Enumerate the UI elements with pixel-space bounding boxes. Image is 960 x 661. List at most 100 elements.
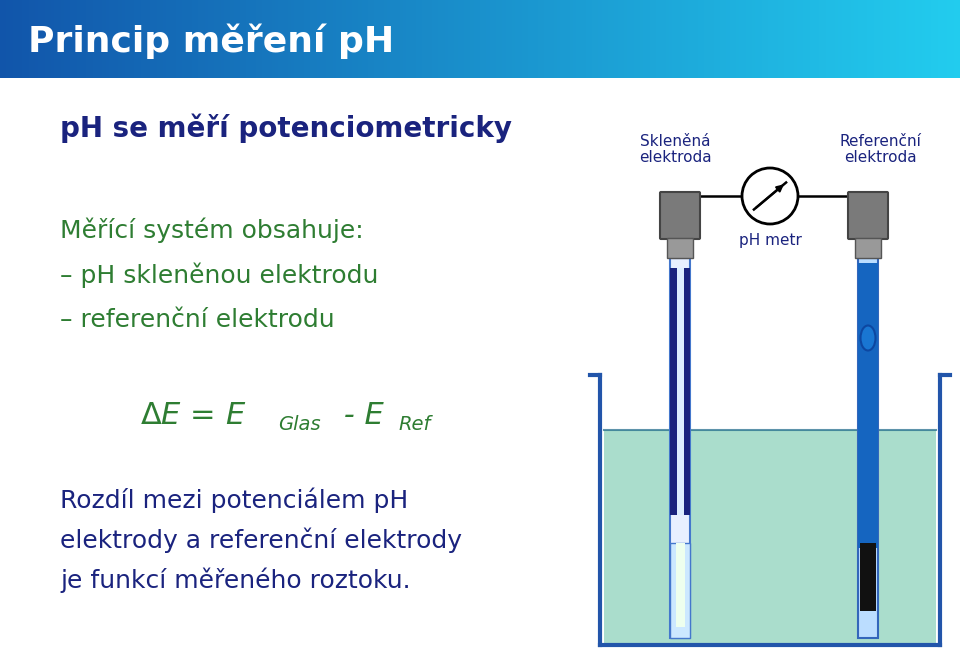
Bar	[204, 0, 209, 78]
Bar	[211, 0, 216, 78]
Bar	[55, 0, 60, 78]
Bar	[761, 0, 766, 78]
Bar	[10, 0, 14, 78]
Bar	[70, 0, 75, 78]
Bar	[919, 0, 924, 78]
Bar	[470, 0, 475, 78]
Bar	[586, 0, 590, 78]
Bar	[473, 0, 478, 78]
Bar	[156, 0, 161, 78]
Bar	[656, 0, 660, 78]
FancyBboxPatch shape	[848, 192, 888, 239]
Bar	[400, 0, 405, 78]
Bar	[595, 0, 600, 78]
Bar	[247, 0, 252, 78]
Bar	[547, 0, 552, 78]
Bar	[128, 0, 132, 78]
Bar	[45, 0, 50, 78]
Bar	[823, 0, 828, 78]
Text: - E: - E	[334, 401, 384, 430]
Bar	[230, 0, 235, 78]
Bar	[876, 0, 881, 78]
Bar	[278, 0, 283, 78]
Bar	[883, 0, 888, 78]
Bar	[93, 0, 98, 78]
Bar	[670, 543, 690, 638]
Bar	[19, 0, 24, 78]
Bar	[787, 0, 792, 78]
Bar	[931, 0, 936, 78]
Bar	[717, 0, 722, 78]
Bar	[307, 0, 312, 78]
Bar	[377, 0, 382, 78]
Bar	[163, 0, 168, 78]
Bar	[336, 0, 341, 78]
Bar	[160, 0, 165, 78]
Bar	[406, 0, 411, 78]
Bar	[202, 0, 206, 78]
Bar	[858, 258, 878, 638]
Bar	[125, 0, 130, 78]
Bar	[269, 0, 274, 78]
Text: Glas: Glas	[278, 414, 321, 434]
Bar	[698, 0, 703, 78]
Bar	[250, 0, 254, 78]
Bar	[199, 0, 204, 78]
Bar	[422, 0, 427, 78]
Bar	[512, 0, 516, 78]
Bar	[784, 0, 789, 78]
Bar	[22, 0, 27, 78]
Bar	[900, 0, 904, 78]
Text: elektroda: elektroda	[844, 149, 916, 165]
Bar	[118, 0, 123, 78]
Bar	[134, 0, 139, 78]
Bar	[0, 0, 5, 78]
Bar	[838, 0, 843, 78]
Bar	[650, 0, 655, 78]
Bar	[176, 0, 180, 78]
Bar	[957, 0, 960, 78]
Bar	[403, 0, 408, 78]
Text: elektrody a referenční elektrody: elektrody a referenční elektrody	[60, 527, 462, 553]
Bar	[688, 0, 693, 78]
Bar	[77, 0, 82, 78]
Text: Rozdíl mezi potenciálem pH: Rozdíl mezi potenciálem pH	[60, 487, 408, 513]
Bar	[646, 0, 651, 78]
Bar	[890, 0, 895, 78]
Bar	[262, 0, 267, 78]
Bar	[154, 0, 158, 78]
Bar	[564, 0, 568, 78]
Bar	[144, 0, 149, 78]
Text: je funkcí měřeného roztoku.: je funkcí měřeného roztoku.	[60, 567, 411, 593]
Bar	[29, 0, 34, 78]
Bar	[665, 0, 670, 78]
Bar	[252, 0, 257, 78]
Text: pH metr: pH metr	[738, 233, 802, 247]
Bar	[826, 0, 830, 78]
Bar	[756, 0, 760, 78]
Bar	[531, 0, 536, 78]
Bar	[634, 0, 638, 78]
Bar	[670, 258, 690, 638]
Bar	[874, 0, 878, 78]
Bar	[612, 0, 616, 78]
Bar	[560, 0, 564, 78]
Bar	[579, 0, 584, 78]
Bar	[720, 0, 725, 78]
Bar	[880, 0, 885, 78]
Bar	[499, 0, 504, 78]
Bar	[358, 0, 363, 78]
Bar	[621, 0, 626, 78]
Bar	[281, 0, 286, 78]
Bar	[854, 0, 859, 78]
Bar	[115, 0, 120, 78]
Bar	[804, 0, 808, 78]
Bar	[521, 0, 526, 78]
Text: – pH skleněnou elektrodu: – pH skleněnou elektrodu	[60, 262, 378, 288]
Text: pH se měří potenciometricky: pH se měří potenciometricky	[60, 113, 512, 143]
Bar	[502, 0, 507, 78]
Bar	[566, 0, 571, 78]
Bar	[915, 0, 920, 78]
Bar	[240, 0, 245, 78]
Bar	[768, 0, 773, 78]
